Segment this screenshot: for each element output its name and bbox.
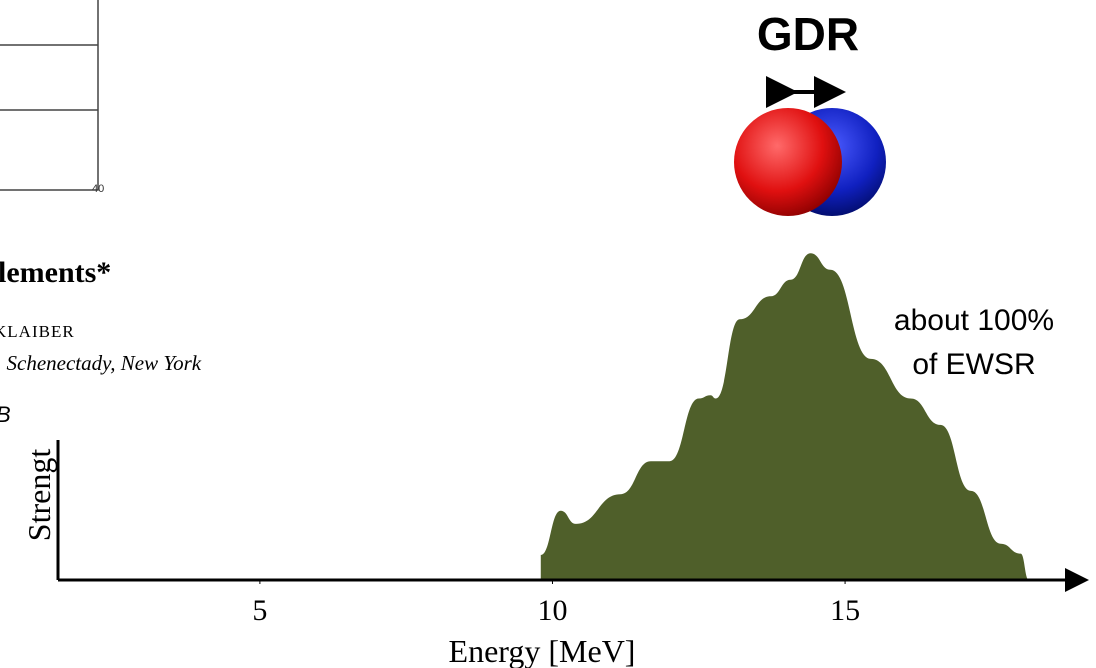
annotation: about 100%: [894, 304, 1054, 337]
proton-sphere: [734, 108, 842, 216]
excerpt-author: KLAIBER: [0, 322, 75, 341]
y-axis-label: Strengt: [21, 449, 57, 542]
x-tick-label: 10: [537, 594, 567, 627]
excerpt-axis-label: 40: [92, 183, 104, 195]
excerpt-affiliation: , Schenectady, New York: [0, 351, 202, 375]
x-axis-label: Energy [MeV]: [449, 633, 636, 668]
x-tick-label: 5: [252, 594, 267, 627]
gdr-title: GDR: [757, 8, 859, 60]
plot: 5 10 15: [56, 253, 1089, 627]
excerpt-grid: [0, 0, 99, 191]
annotation: of EWSR: [912, 348, 1035, 381]
x-tick-label: 15: [830, 594, 860, 627]
excerpt-heading: lements*: [0, 256, 111, 289]
strength-area: [540, 253, 1029, 581]
paper-excerpt: 40 lements* KLAIBER , Schenectady, New Y…: [0, 0, 202, 427]
excerpt-letter: B: [0, 402, 11, 427]
